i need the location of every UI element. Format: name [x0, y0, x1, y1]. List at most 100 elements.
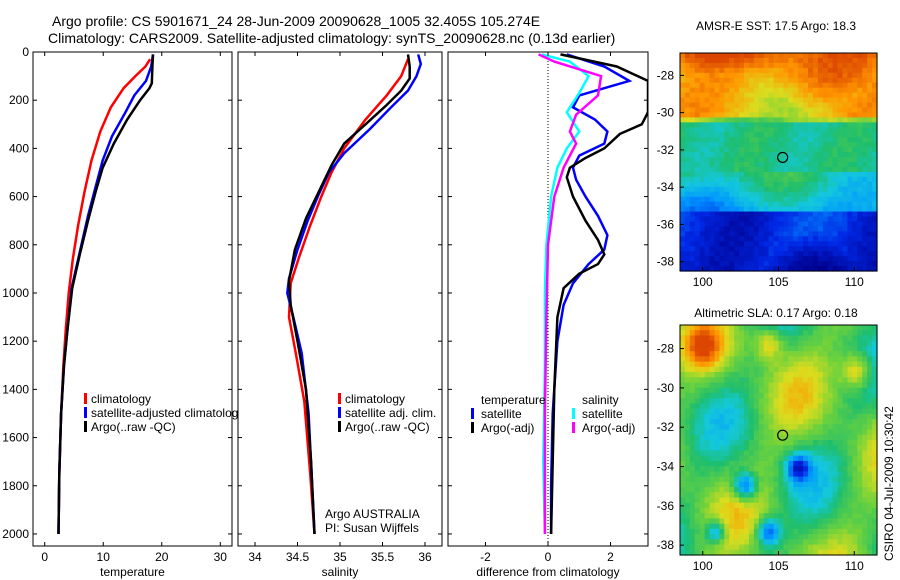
map-cell [827, 377, 834, 384]
map-cell [729, 77, 735, 84]
map-cell [699, 53, 706, 59]
map-cell [694, 335, 701, 342]
map-cell [763, 330, 770, 337]
map-cell [808, 523, 814, 530]
map-cell [812, 492, 819, 499]
map-cell [758, 481, 765, 488]
map-cell [694, 549, 701, 556]
map-cell [852, 356, 858, 363]
map-cell [827, 117, 834, 123]
map-cell [842, 361, 849, 368]
map-cell [753, 361, 760, 368]
map-cell [798, 231, 804, 237]
map-cell [724, 171, 730, 178]
map-cell [714, 487, 720, 493]
map-cell [709, 523, 716, 530]
map-cell [773, 387, 780, 394]
map-cell [709, 246, 716, 252]
map-cell [689, 513, 696, 520]
map-cell [842, 440, 849, 446]
map-cell [812, 236, 819, 242]
map-cell [714, 534, 720, 540]
map-cell [699, 256, 706, 262]
map-cell [724, 377, 730, 384]
map-cell [862, 162, 868, 168]
map-cell [862, 127, 868, 133]
map-cell [788, 445, 794, 452]
map-cell [827, 361, 834, 368]
map-cell [694, 403, 701, 410]
map-cell [709, 162, 716, 168]
map-cell [680, 236, 686, 242]
map-cell [744, 335, 750, 342]
map-cell [808, 398, 814, 405]
map-cell [803, 513, 809, 520]
map-cell [808, 372, 814, 378]
map-cell [862, 398, 868, 405]
map-cell [817, 476, 824, 483]
map-cell [847, 492, 853, 499]
map-cell [783, 497, 789, 504]
map-cell [803, 544, 809, 551]
map-cell [714, 67, 720, 74]
map-cell [857, 335, 863, 342]
map-cell [847, 87, 853, 94]
map-cell [729, 340, 735, 347]
map-cell [704, 471, 711, 478]
map-cell [832, 361, 839, 368]
map-cell [778, 82, 785, 89]
map-cell [832, 67, 839, 74]
map-cell [793, 345, 799, 352]
map-cell [803, 157, 809, 163]
map-cell [798, 544, 804, 551]
map-cell [719, 236, 725, 242]
map-cell [803, 201, 809, 208]
map-cell [803, 382, 809, 389]
map-cell [753, 112, 760, 118]
map-cell [812, 246, 819, 252]
map-cell [748, 507, 755, 514]
map-cell [763, 266, 770, 272]
map-cell [778, 137, 785, 143]
map-cell [709, 345, 716, 352]
map-cell [867, 97, 873, 104]
map-cell [753, 434, 760, 441]
legend-label: satellite [582, 407, 623, 421]
map-cell [842, 392, 849, 399]
map-cell [734, 142, 740, 148]
map-cell [773, 424, 780, 431]
map-cell [758, 147, 765, 153]
map-cell [748, 196, 755, 203]
map-cell [867, 392, 873, 399]
map-cell [758, 62, 765, 69]
map-cell [704, 382, 711, 389]
map-cell [783, 186, 789, 193]
map-cell [758, 413, 765, 420]
map-cell [872, 476, 878, 483]
map-cell [827, 460, 834, 467]
map-cell [783, 466, 789, 472]
map-cell [778, 246, 785, 252]
map-cell [680, 413, 686, 420]
map-cell [808, 528, 814, 535]
map-cell [817, 226, 824, 232]
map-cell [812, 481, 819, 488]
map-cell [719, 330, 725, 337]
map-cell [817, 408, 824, 415]
map-cell [808, 246, 814, 252]
legend-label: Argo(..raw -QC) [91, 420, 176, 434]
map-cell [744, 502, 750, 509]
map-cell [842, 122, 849, 128]
map-cell [758, 408, 765, 415]
map-cell [812, 132, 819, 138]
map-cell [680, 518, 686, 525]
map-cell [857, 434, 863, 441]
map-cell [827, 266, 834, 272]
map-cell [680, 77, 686, 84]
map-cell [724, 502, 730, 509]
map-cell [827, 62, 834, 69]
map-cell [719, 450, 725, 457]
map-cell [748, 534, 755, 540]
map-cell [689, 471, 696, 478]
map-cell [739, 112, 745, 118]
